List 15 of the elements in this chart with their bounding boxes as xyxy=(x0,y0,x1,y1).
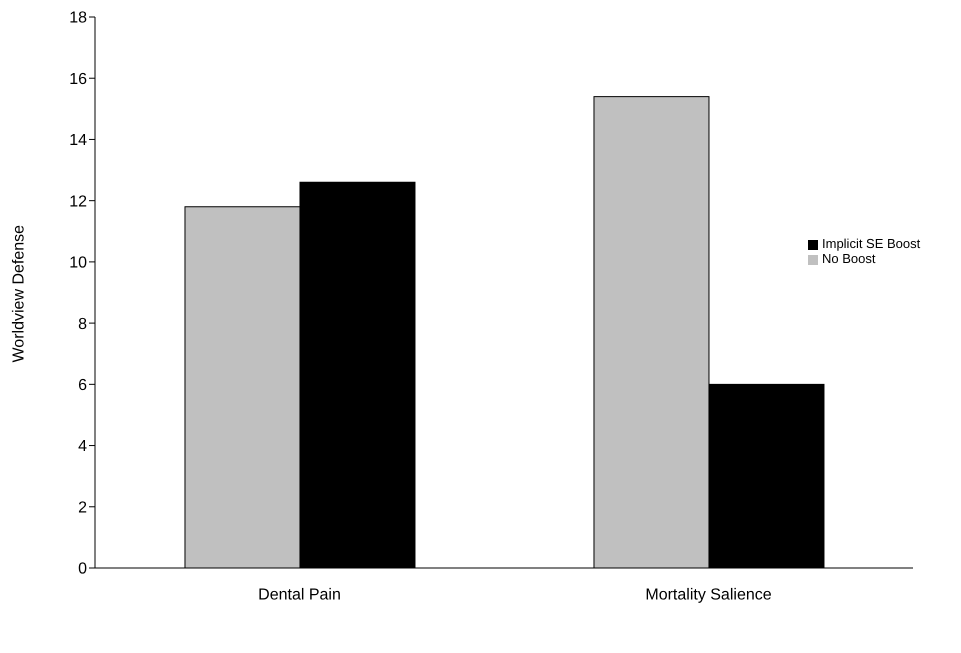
x-tick-label: Mortality Salience xyxy=(645,586,772,604)
legend-label: Implicit SE Boost xyxy=(822,236,920,251)
y-tick-label: 14 xyxy=(69,132,88,150)
y-tick-label: 18 xyxy=(69,10,88,27)
legend-label: No Boost xyxy=(822,251,876,266)
y-tick-label: 8 xyxy=(78,316,88,333)
y-tick-label: 12 xyxy=(69,193,88,210)
y-tick-label: 6 xyxy=(78,377,88,394)
y-tick-label: 16 xyxy=(69,70,88,88)
y-tick-label: 10 xyxy=(69,254,88,272)
y-tick-label: 0 xyxy=(78,560,88,578)
y-tick-label: 4 xyxy=(78,438,88,456)
y-tick-label: 2 xyxy=(78,499,88,516)
y-axis-title: Worldview Defense xyxy=(10,224,28,362)
x-tick-label: Dental Pain xyxy=(258,586,341,604)
